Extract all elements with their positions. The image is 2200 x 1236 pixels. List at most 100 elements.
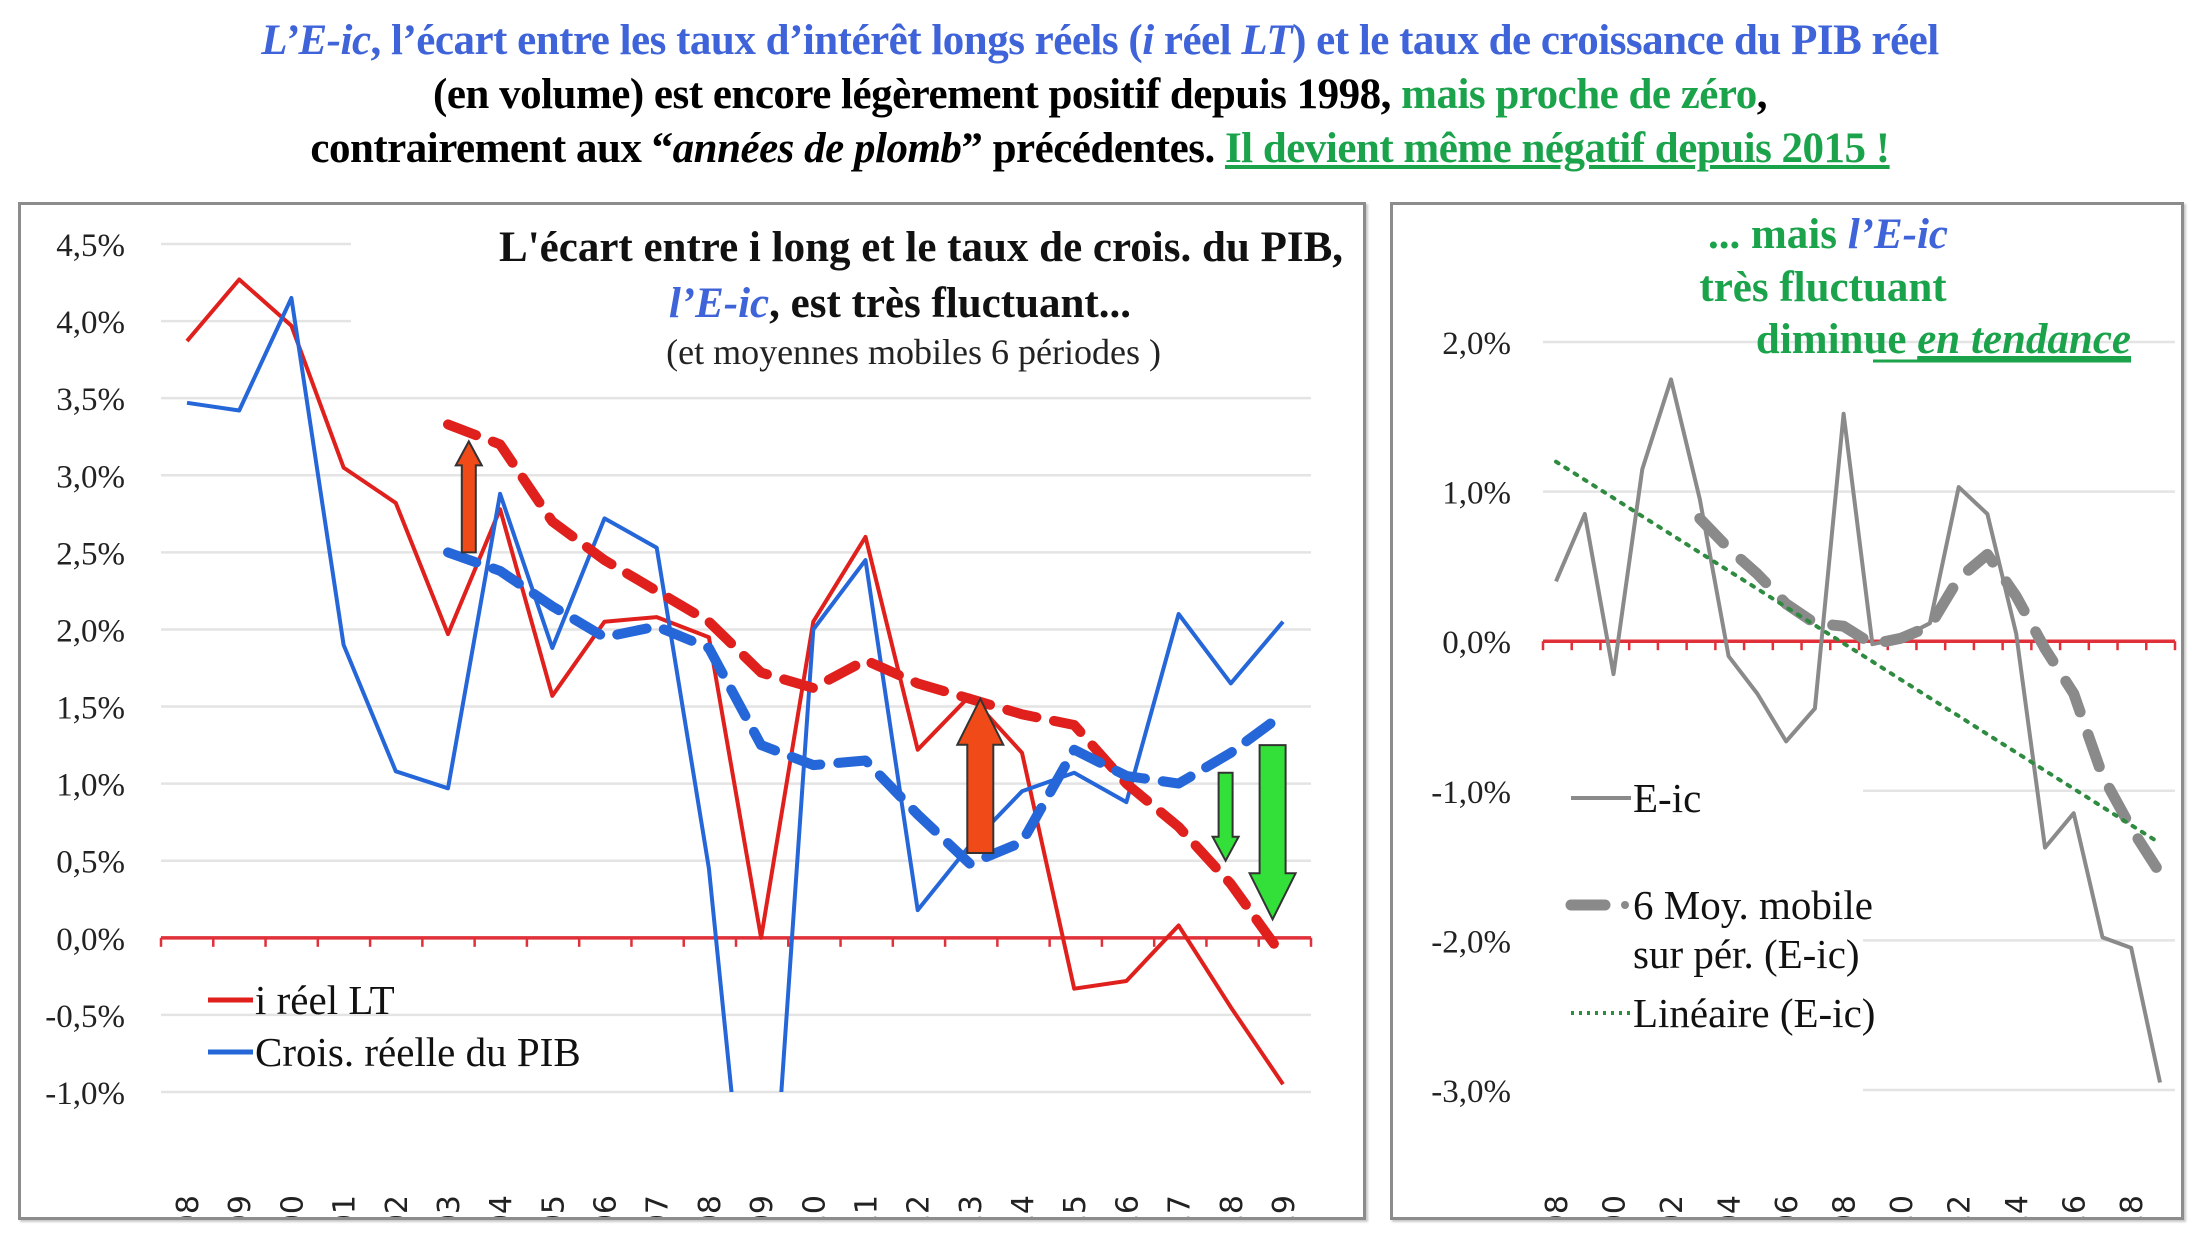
arrow-down-icon	[1247, 744, 1298, 922]
headline-line-2: (en volume) est encore légèrement positi…	[433, 71, 1767, 118]
data-point	[2100, 934, 2106, 940]
right-chart-title-line-1: ... mais l’E-ic	[1708, 211, 1948, 258]
data-point	[654, 545, 660, 551]
data-point	[1611, 671, 1617, 677]
data-point	[2071, 786, 2077, 792]
data-point	[602, 634, 608, 640]
data-point	[1956, 713, 1962, 719]
left-chart-subtitle: (et moyennes mobiles 6 périodes )	[666, 332, 1161, 372]
data-point	[706, 634, 712, 640]
data-point	[758, 935, 764, 941]
data-point	[2128, 822, 2134, 828]
data-point	[1668, 531, 1674, 537]
x-tick-label: 2017	[1163, 1195, 1198, 1217]
data-point	[184, 400, 190, 406]
legend-label-ma-line-2: sur pér. (E-ic)	[1633, 931, 1860, 977]
data-point	[2157, 870, 2163, 876]
y-tick-label: -3,0%	[1431, 1074, 1511, 1110]
data-point	[1984, 731, 1990, 737]
data-point	[915, 907, 921, 913]
data-point	[1123, 773, 1129, 779]
y-tick-label: 4,5%	[56, 228, 125, 264]
x-tick-label: 2012	[902, 1195, 937, 1217]
data-point	[1123, 781, 1129, 787]
data-point	[1553, 578, 1559, 584]
data-point	[1726, 545, 1732, 551]
data-point	[393, 768, 399, 774]
x-tick-label: 2009	[745, 1195, 780, 1217]
data-point	[341, 465, 347, 471]
data-point	[2157, 840, 2163, 846]
arrow-up-icon	[955, 696, 1005, 854]
data-point	[1812, 706, 1818, 712]
data-point	[1639, 513, 1645, 519]
data-point	[1611, 495, 1617, 501]
data-point	[654, 623, 660, 629]
data-point	[1123, 978, 1129, 984]
data-point	[602, 557, 608, 563]
legend-label-trend: Linéaire (E-ic)	[1633, 990, 1875, 1036]
data-point	[445, 421, 451, 427]
data-point	[654, 614, 660, 620]
x-tick-label: 2018	[1215, 1195, 1250, 1217]
data-point	[863, 534, 869, 540]
right-legend: E-ic 6 Moy. mobile sur pér. (E-ic) Linéa…	[1565, 775, 1875, 1036]
y-tick-label: -2,0%	[1431, 924, 1511, 960]
data-point	[497, 568, 503, 574]
data-point	[1019, 750, 1025, 756]
x-tick-label: 2016	[2058, 1195, 2093, 1217]
data-point	[1812, 622, 1818, 628]
data-point	[549, 693, 555, 699]
x-tick-label: 2004	[484, 1195, 519, 1217]
data-point	[1841, 411, 1847, 417]
data-point	[967, 861, 973, 867]
data-point	[2128, 945, 2134, 951]
data-point	[1869, 641, 1875, 647]
legend-label-ma-line-1: 6 Moy. mobile	[1633, 882, 1873, 928]
data-point	[1176, 824, 1182, 830]
data-point	[1697, 550, 1703, 556]
data-point	[915, 812, 921, 818]
left-annotations	[454, 439, 1298, 922]
series-line-crois-r-elle-du-pib	[186, 296, 1285, 1092]
x-tick-label: 2014	[1006, 1195, 1041, 1217]
data-point	[758, 742, 764, 748]
y-tick-label: 3,5%	[56, 382, 125, 418]
x-tick-label: 2008	[1828, 1195, 1863, 1217]
x-tick-label: 2000	[275, 1195, 310, 1217]
data-point	[1071, 722, 1077, 728]
data-point	[445, 631, 451, 637]
data-point	[2071, 810, 2077, 816]
data-point	[1176, 611, 1182, 617]
x-tick-label: 1999	[223, 1195, 258, 1217]
y-tick-label: 2,0%	[56, 613, 125, 649]
x-tick-label: 2001	[328, 1195, 363, 1217]
data-point	[1019, 788, 1025, 794]
data-point	[1071, 747, 1077, 753]
data-point	[1754, 571, 1760, 577]
data-point	[2042, 845, 2048, 851]
x-tick-label: 2007	[641, 1195, 676, 1217]
data-point	[184, 338, 190, 344]
x-tick-label: 2010	[797, 1195, 832, 1217]
data-point	[1927, 623, 1933, 629]
data-point	[1668, 376, 1674, 382]
data-point	[1956, 575, 1962, 581]
y-tick-label: -1,0%	[45, 1076, 125, 1112]
data-point	[1019, 839, 1025, 845]
data-point	[758, 670, 764, 676]
headline-line-3: contrairement aux “années de plomb” préc…	[310, 125, 1890, 172]
data-point	[1726, 568, 1732, 574]
data-point	[2013, 593, 2019, 599]
data-point	[1123, 799, 1129, 805]
left-x-axis: 1998 1999 2000 2001 2002 2003 2004 2005 2006 2007…	[171, 1195, 1302, 1217]
y-tick-label: 4,0%	[56, 305, 125, 341]
data-point	[1984, 511, 1990, 517]
data-point	[1228, 1004, 1234, 1010]
data-point	[2013, 631, 2019, 637]
series-line-lin-aire-e-ic	[1554, 459, 2162, 846]
x-tick-label: 2010	[1885, 1195, 1920, 1217]
data-point	[706, 865, 712, 871]
legend-label-i-reel: i réel LT	[255, 977, 395, 1023]
headline-eic: L’E-ic, l’écart entre les taux d’intérêt…	[261, 17, 1939, 64]
